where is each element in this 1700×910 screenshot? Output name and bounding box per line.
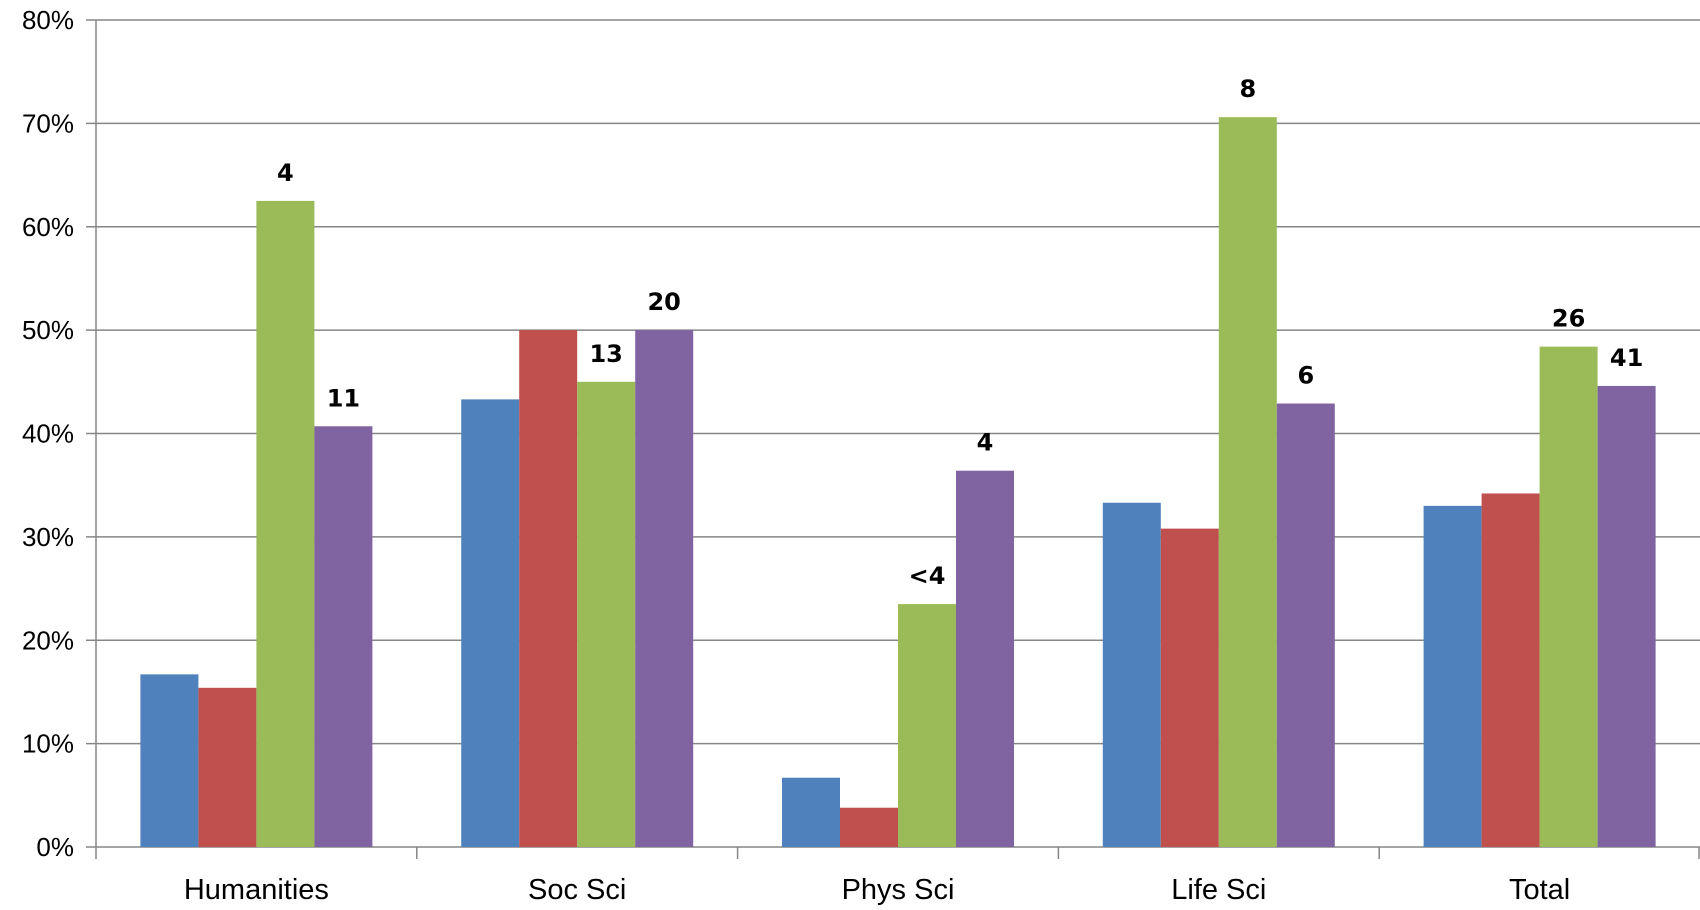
data-label: 13 [589, 340, 622, 368]
y-tick-label: 20% [22, 625, 74, 655]
bar [1276, 403, 1335, 847]
bar [635, 330, 694, 847]
bar [1160, 528, 1219, 847]
data-label: <4 [909, 562, 946, 590]
y-tick-label: 40% [22, 419, 74, 449]
bar [1102, 502, 1161, 847]
bar [1481, 493, 1540, 847]
data-label: 4 [277, 159, 294, 187]
y-tick-label: 70% [22, 108, 74, 138]
bar [461, 399, 520, 847]
data-label: 4 [977, 429, 994, 457]
bar [1423, 505, 1482, 847]
data-label: 11 [327, 384, 360, 412]
x-category-label: Life Sci [1171, 874, 1266, 906]
data-label: 41 [1610, 344, 1643, 372]
x-category-label: Soc Sci [528, 874, 626, 906]
y-tick-label: 0% [36, 832, 74, 862]
y-tick-label: 80% [22, 5, 74, 35]
bar [898, 604, 956, 847]
bar [1597, 385, 1656, 847]
bar [956, 470, 1014, 847]
y-tick-label: 50% [22, 315, 74, 345]
bar [519, 330, 578, 847]
bar [314, 426, 373, 847]
bar [256, 200, 315, 847]
bar [198, 687, 257, 847]
bar [1539, 346, 1598, 847]
bar [577, 381, 636, 847]
data-label: 20 [647, 288, 680, 316]
x-category-label: Humanities [184, 874, 329, 906]
bar [840, 807, 898, 847]
data-label: 6 [1297, 362, 1314, 390]
bar [140, 674, 199, 847]
y-tick-label: 60% [22, 212, 74, 242]
data-label: 8 [1239, 75, 1256, 103]
labels: 0% 10% 20% 30% 40% 50% 60% 70% 80% 4 11 Humanities 1… [22, 5, 1643, 906]
y-tick-label: 10% [22, 729, 74, 759]
bar [1218, 117, 1277, 848]
x-category-label: Phys Sci [842, 874, 955, 906]
bars [140, 117, 1656, 848]
y-tick-label: 30% [22, 522, 74, 552]
data-label: 26 [1552, 305, 1585, 333]
bar [782, 777, 840, 847]
x-category-label: Total [1509, 874, 1570, 906]
